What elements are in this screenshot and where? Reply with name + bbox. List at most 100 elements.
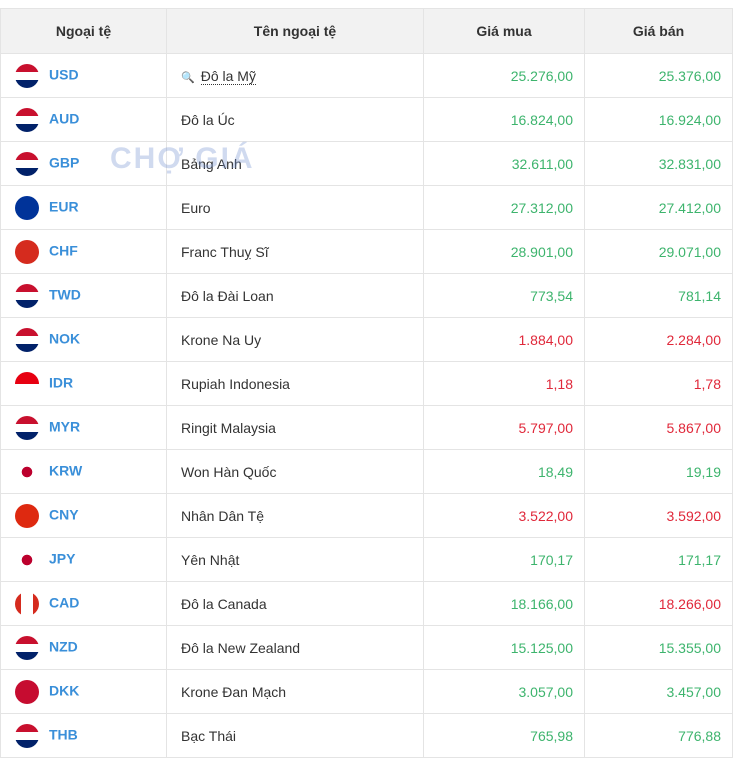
sell-price: 2.284,00: [584, 317, 733, 362]
header-cell: Tên ngoại tệ: [166, 8, 424, 54]
rate-row: KRW Won Hàn Quốc 18,49 19,19: [0, 449, 733, 494]
currency-code[interactable]: DKK: [49, 682, 80, 699]
flag-icon: [15, 195, 39, 220]
currency-name: Euro: [181, 199, 211, 216]
name-cell: Đô la Đài Loan: [166, 273, 424, 318]
sell-price: 19,19: [584, 449, 733, 494]
currency-code[interactable]: AUD: [49, 110, 80, 127]
buy-price: 32.611,00: [423, 141, 585, 186]
buy-price: 170,17: [423, 537, 585, 582]
currency-code[interactable]: THB: [49, 726, 78, 743]
sell-price: 3.457,00: [584, 669, 733, 714]
sell-price: 27.412,00: [584, 185, 733, 230]
name-cell: Krone Đan Mạch: [166, 669, 424, 714]
sell-price: 15.355,00: [584, 625, 733, 670]
flag-icon: [15, 283, 39, 308]
flag-icon: [15, 723, 39, 748]
name-cell: Nhân Dân Tệ: [166, 493, 424, 538]
currency-code[interactable]: MYR: [49, 418, 81, 435]
name-cell: Đô la Úc: [166, 97, 424, 142]
currency-name: Nhân Dân Tệ: [181, 507, 265, 524]
flag-icon: [15, 459, 39, 484]
flag-icon: [15, 591, 39, 616]
rate-row: CHF Franc Thuỵ Sĩ 28.901,00 29.071,00: [0, 229, 733, 274]
code-cell: AUD: [0, 97, 167, 142]
buy-price: 5.797,00: [423, 405, 585, 450]
header-cell: Giá bán: [584, 8, 733, 54]
buy-price: 28.901,00: [423, 229, 585, 274]
flag-icon: [15, 679, 39, 704]
currency-name: Bạc Thái: [181, 727, 236, 744]
code-cell: NOK: [0, 317, 167, 362]
rate-row: NOK Krone Na Uy 1.884,00 2.284,00: [0, 317, 733, 362]
sell-price: 32.831,00: [584, 141, 733, 186]
header-row: Ngoại tệ Tên ngoại tệ Giá mua Giá bán: [0, 8, 733, 54]
currency-code[interactable]: GBP: [49, 154, 80, 171]
code-cell: CHF: [0, 229, 167, 274]
rate-row: DKK Krone Đan Mạch 3.057,00 3.457,00: [0, 669, 733, 714]
rate-row: USD 🔍 Đô la Mỹ 25.276,00 25.376,00: [0, 53, 733, 98]
currency-name: Bảng Anh: [181, 155, 242, 172]
currency-name[interactable]: Đô la Mỹ: [200, 67, 256, 85]
sell-price: 18.266,00: [584, 581, 733, 626]
code-cell: CAD: [0, 581, 167, 626]
currency-code[interactable]: KRW: [49, 462, 83, 479]
flag-icon: [15, 327, 39, 352]
currency-code[interactable]: IDR: [49, 374, 74, 391]
buy-price: 1,18: [423, 361, 585, 406]
currency-name: Đô la Đài Loan: [181, 287, 274, 304]
code-cell: KRW: [0, 449, 167, 494]
flag-icon: [15, 239, 39, 264]
name-cell: Bảng Anh: [166, 141, 424, 186]
buy-price: 765,98: [423, 713, 585, 758]
sell-price: 171,17: [584, 537, 733, 582]
search-icon: 🔍: [181, 71, 195, 84]
buy-price: 27.312,00: [423, 185, 585, 230]
flag-icon: [15, 503, 39, 528]
name-cell: Won Hàn Quốc: [166, 449, 424, 494]
buy-price: 18.166,00: [423, 581, 585, 626]
code-cell: THB: [0, 713, 167, 758]
currency-code[interactable]: CNY: [49, 506, 79, 523]
buy-price: 3.522,00: [423, 493, 585, 538]
buy-price: 15.125,00: [423, 625, 585, 670]
rate-row: TWD Đô la Đài Loan 773,54 781,14: [0, 273, 733, 318]
currency-code[interactable]: CHF: [49, 242, 78, 259]
rate-row: MYR Ringit Malaysia 5.797,00 5.867,00: [0, 405, 733, 450]
sell-price: 3.592,00: [584, 493, 733, 538]
buy-price: 16.824,00: [423, 97, 585, 142]
code-cell: DKK: [0, 669, 167, 714]
buy-price: 25.276,00: [423, 53, 585, 98]
name-cell: Euro: [166, 185, 424, 230]
flag-icon: [15, 635, 39, 660]
name-cell: 🔍 Đô la Mỹ: [166, 53, 424, 98]
rate-row: JPY Yên Nhật 170,17 171,17: [0, 537, 733, 582]
currency-code[interactable]: TWD: [49, 286, 81, 303]
sell-price: 1,78: [584, 361, 733, 406]
currency-name: Won Hàn Quốc: [181, 463, 277, 480]
rate-row: GBP Bảng Anh 32.611,00 32.831,00: [0, 141, 733, 186]
name-cell: Ringit Malaysia: [166, 405, 424, 450]
name-cell: Krone Na Uy: [166, 317, 424, 362]
flag-icon: [15, 107, 39, 132]
rate-row: THB Bạc Thái 765,98 776,88: [0, 713, 733, 758]
currency-code[interactable]: JPY: [49, 550, 76, 567]
currency-name: Đô la Canada: [181, 595, 267, 612]
currency-code[interactable]: USD: [49, 66, 79, 83]
currency-name: Rupiah Indonesia: [181, 375, 290, 392]
code-cell: JPY: [0, 537, 167, 582]
buy-price: 3.057,00: [423, 669, 585, 714]
currency-code[interactable]: CAD: [49, 594, 80, 611]
sell-price: 776,88: [584, 713, 733, 758]
code-cell: TWD: [0, 273, 167, 318]
buy-price: 773,54: [423, 273, 585, 318]
currency-code[interactable]: NZD: [49, 638, 78, 655]
sell-price: 16.924,00: [584, 97, 733, 142]
currency-code[interactable]: NOK: [49, 330, 81, 347]
currency-code[interactable]: EUR: [49, 198, 79, 215]
code-cell: EUR: [0, 185, 167, 230]
sell-price: 29.071,00: [584, 229, 733, 274]
name-cell: Đô la New Zealand: [166, 625, 424, 670]
